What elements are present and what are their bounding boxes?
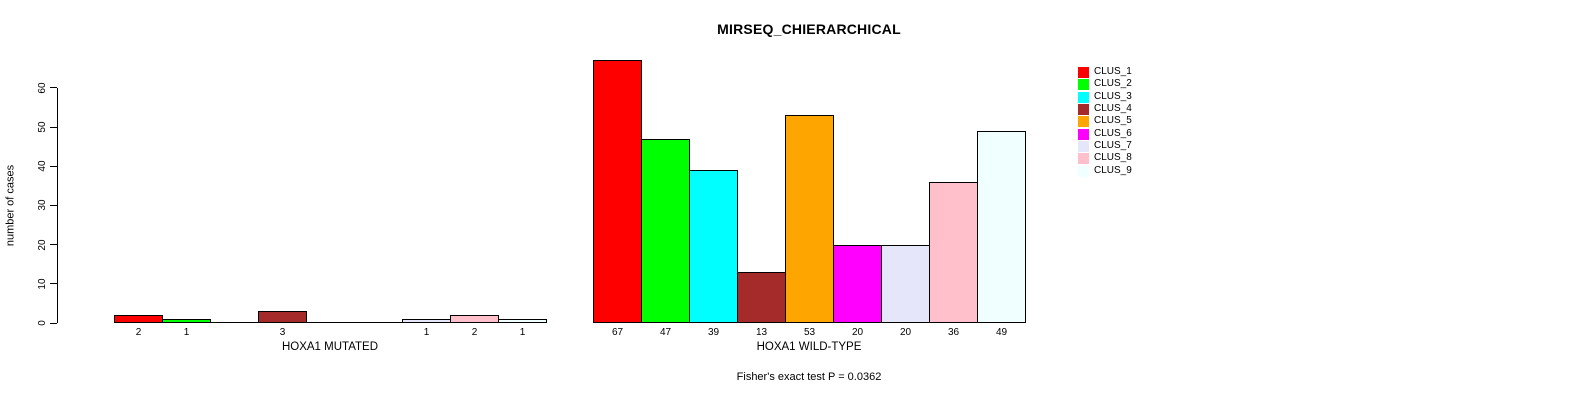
y-axis-tick-label: 40 xyxy=(37,160,48,172)
bar xyxy=(593,60,642,323)
y-axis-tick xyxy=(50,126,57,128)
y-axis-tick-label: 10 xyxy=(37,278,48,290)
bar xyxy=(162,319,211,323)
bar-value-label: 2 xyxy=(135,327,142,338)
bar-value-label: 1 xyxy=(519,327,526,338)
y-axis-tick xyxy=(50,165,57,167)
bar-value-label: 2 xyxy=(471,327,478,338)
bar xyxy=(114,315,163,323)
y-axis-tick xyxy=(50,244,57,246)
legend-label: CLUS_5 xyxy=(1094,115,1132,127)
bar-value-label: 13 xyxy=(755,327,768,338)
bar-value-label: 20 xyxy=(899,327,912,338)
bar xyxy=(498,319,547,323)
chart-title: MIRSEQ_CHIERARCHICAL xyxy=(717,21,901,37)
legend-swatch xyxy=(1078,165,1089,177)
y-axis-line xyxy=(57,87,58,323)
fisher-note: Fisher's exact test P = 0.0362 xyxy=(736,371,882,383)
bar-value-label: 53 xyxy=(803,327,816,338)
bar-value-label: 49 xyxy=(995,327,1008,338)
legend-swatch xyxy=(1078,116,1089,128)
bar-value-label: 1 xyxy=(183,327,190,338)
legend-swatch xyxy=(1078,128,1089,140)
legend-label: CLUS_4 xyxy=(1094,102,1132,114)
bar xyxy=(785,115,834,323)
bar-value-label: 67 xyxy=(611,327,624,338)
y-axis-tick xyxy=(50,283,57,285)
group-baseline xyxy=(114,322,547,323)
legend-swatch xyxy=(1078,79,1089,91)
legend-swatch xyxy=(1078,67,1089,78)
y-axis-tick-label: 60 xyxy=(37,82,48,94)
y-axis-tick-label: 0 xyxy=(37,320,48,326)
y-axis-tick-label: 50 xyxy=(37,121,48,133)
bar-value-label: 47 xyxy=(659,327,672,338)
bar xyxy=(977,130,1026,323)
bar-value-label: 3 xyxy=(279,327,286,338)
y-axis-tick-label: 30 xyxy=(37,199,48,211)
y-axis-tick xyxy=(50,87,57,89)
legend-label: CLUS_2 xyxy=(1094,78,1132,90)
bar xyxy=(258,311,307,323)
y-axis-tick-label: 20 xyxy=(37,239,48,251)
bar-value-label: 1 xyxy=(423,327,430,338)
bar-value-label: 36 xyxy=(947,327,960,338)
legend-label: CLUS_1 xyxy=(1094,66,1132,77)
bar-value-label: 20 xyxy=(851,327,864,338)
legend-swatch xyxy=(1078,103,1089,115)
group-axis-label: HOXA1 MUTATED xyxy=(281,341,379,353)
legend-swatch xyxy=(1078,91,1089,103)
y-axis-tick xyxy=(50,204,57,206)
bar-value-label: 39 xyxy=(707,327,720,338)
y-axis-tick xyxy=(50,322,57,324)
legend-label: CLUS_8 xyxy=(1094,152,1132,164)
legend-label: CLUS_7 xyxy=(1094,139,1132,151)
bar xyxy=(641,138,690,323)
legend-label: CLUS_6 xyxy=(1094,127,1132,139)
bar xyxy=(450,315,499,323)
legend-label: CLUS_3 xyxy=(1094,90,1132,102)
bar xyxy=(929,181,978,323)
bar xyxy=(881,244,930,323)
group-axis-label: HOXA1 WILD-TYPE xyxy=(756,341,862,353)
y-axis-title: number of cases xyxy=(4,165,17,247)
bar xyxy=(402,319,451,323)
legend-swatch xyxy=(1078,153,1089,165)
bar xyxy=(737,272,786,323)
bar xyxy=(689,170,738,323)
legend-swatch xyxy=(1078,140,1089,152)
bar xyxy=(833,244,882,323)
legend-label: CLUS_9 xyxy=(1094,164,1132,176)
